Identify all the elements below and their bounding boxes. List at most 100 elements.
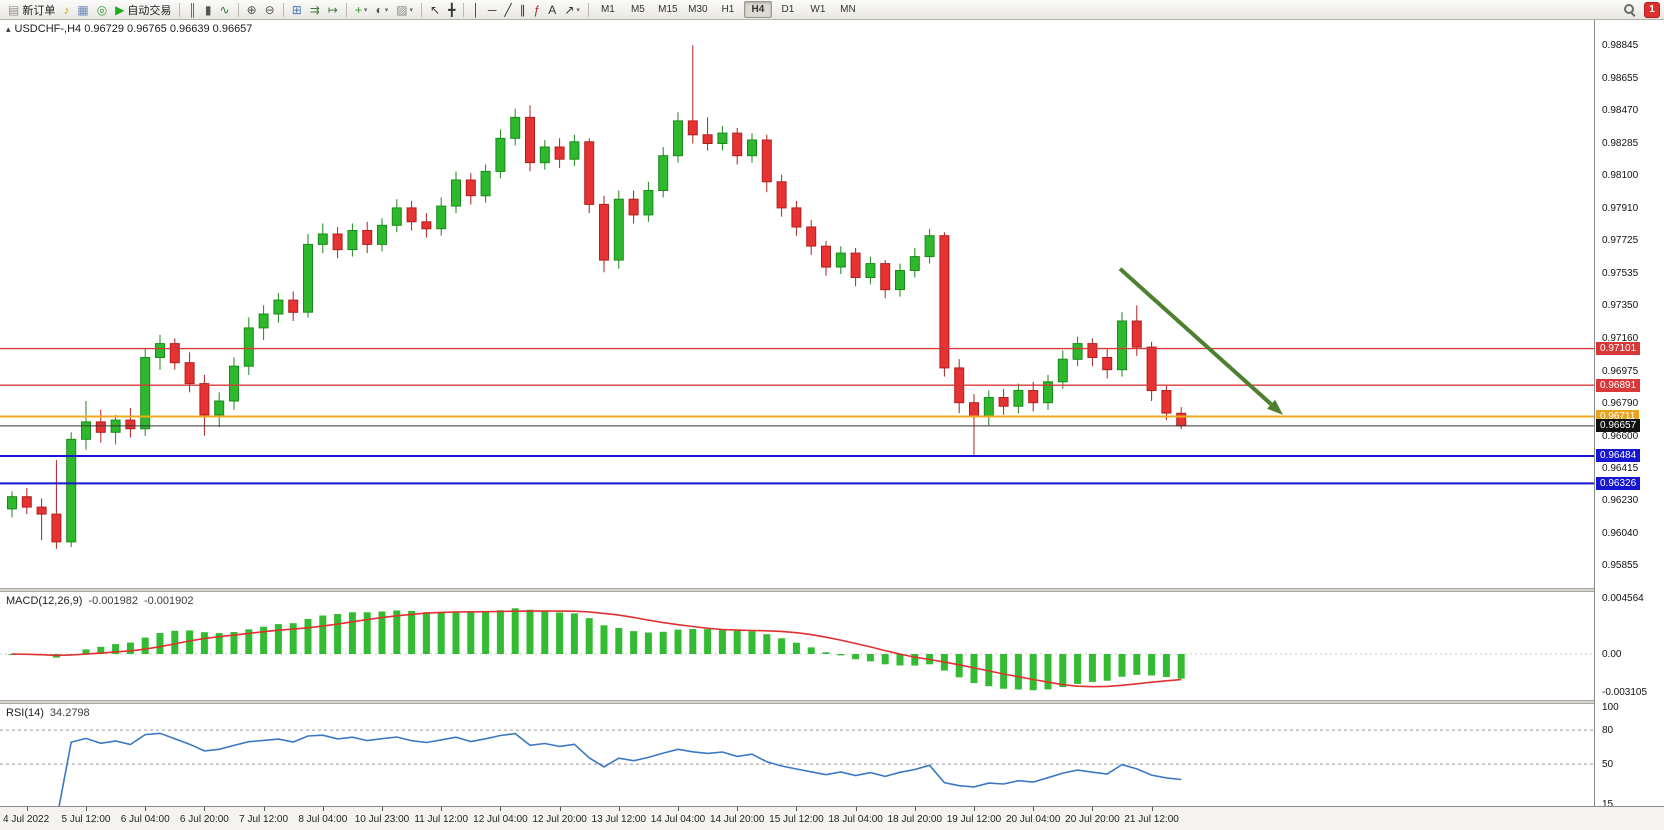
channel-icon[interactable]: ∥ <box>517 1 529 18</box>
toolbar-separator <box>587 2 589 17</box>
time-axis-label: 10 Jul 23:00 <box>354 814 410 825</box>
timeframe-h4[interactable]: H4 <box>743 1 772 18</box>
sound-alert-glyph: ♪ <box>63 2 70 17</box>
macd-value-main: -0.001982 <box>88 595 138 607</box>
price-tag: 0.96657 <box>1596 419 1641 433</box>
bar-chart-glyph: ║ <box>188 2 197 17</box>
chart-window: ▴ USDCHF-,H4 0.96729 0.96765 0.96639 0.96… <box>0 20 1664 830</box>
time-tick <box>618 807 620 811</box>
zoom-out-glyph: ⊖ <box>264 2 275 17</box>
rsi-axis-label: 80 <box>1602 725 1614 737</box>
time-tick <box>1151 807 1153 811</box>
macd-pane[interactable]: MACD(12,26,9) -0.001982 -0.001902 <box>0 592 1594 700</box>
zoom-in-icon[interactable]: ⊕ <box>244 1 260 18</box>
timeframe-h1[interactable]: H1 <box>721 4 735 15</box>
timeframe-mn[interactable]: MN <box>840 4 856 15</box>
timeframe-w1[interactable]: W1 <box>810 4 826 15</box>
search-icon[interactable] <box>1623 3 1636 16</box>
time-axis-label: 19 Jul 12:00 <box>946 814 1002 825</box>
sound-alert-icon[interactable]: ♪ <box>60 1 72 18</box>
new-order-button-label: 新订单 <box>22 4 56 17</box>
tile-windows-glyph: ⊞ <box>291 2 302 17</box>
timeframe-m5[interactable]: M5 <box>630 4 645 15</box>
rsi-axis-label: 50 <box>1602 759 1614 771</box>
fibonacci-icon[interactable]: ƒ <box>531 1 544 18</box>
main-chart-pane[interactable]: ▴ USDCHF-,H4 0.96729 0.96765 0.96639 0.96… <box>0 20 1594 588</box>
indicators-icon[interactable]: + ▾ <box>352 1 371 18</box>
macd-axis-label: 0.00 <box>1602 649 1622 660</box>
price-axis-label: 0.96600 <box>1602 430 1639 442</box>
rsi-pane[interactable]: RSI(14) 34.2798 <box>0 704 1594 806</box>
vertical-line-icon[interactable]: │ <box>469 1 483 18</box>
autotrading-button[interactable]: ▶ 自动交易 <box>112 1 174 18</box>
candlestick-chart <box>0 45 1594 549</box>
price-axis-label: 0.96790 <box>1602 397 1639 409</box>
time-axis-label: 18 Jul 04:00 <box>828 814 883 825</box>
crosshair-icon[interactable]: ╋ <box>445 1 458 18</box>
timeframe-d1[interactable]: D1 <box>781 4 795 15</box>
price-axis-label: 0.95855 <box>1602 560 1639 572</box>
time-axis-label: 6 Jul 04:00 <box>120 814 170 825</box>
price-axis-label: 0.97350 <box>1602 300 1639 312</box>
price-axis[interactable]: 0.98845 0.98655 0.98470 0.98285 0.98100 0.979… <box>1594 20 1664 810</box>
time-axis-label: 14 Jul 20:00 <box>709 814 765 825</box>
pane-divider-macd[interactable] <box>0 588 1664 592</box>
rsi-label: RSI(14) 34.2798 <box>6 707 90 719</box>
new-order-button[interactable]: ▤ 新订单 <box>5 1 58 18</box>
fibonacci-glyph: ƒ <box>533 2 541 17</box>
rsi-value: 34.2798 <box>49 707 90 719</box>
timeframe-m15[interactable]: M15 <box>658 4 678 15</box>
one-click-collapse-icon[interactable]: ▴ <box>6 24 11 34</box>
text-icon[interactable]: A <box>545 1 559 18</box>
macd-chart <box>0 608 1594 691</box>
arrows-icon[interactable]: ↗ ▾ <box>561 1 583 18</box>
horizontal-line-icon[interactable]: ─ <box>485 1 500 18</box>
time-axis-label: 12 Jul 20:00 <box>532 814 587 825</box>
time-axis-label: 12 Jul 04:00 <box>473 814 528 825</box>
periods-icon[interactable]: ◐ ▾ <box>372 1 391 18</box>
macd-axis-label: -0.003105 <box>1602 687 1648 699</box>
navigator-icon[interactable]: ◎ <box>94 1 110 18</box>
chart-window-icon[interactable]: ▦ <box>74 1 91 18</box>
timeframe-m1[interactable]: M1 <box>600 4 615 15</box>
trendline-glyph: ╱ <box>504 2 512 17</box>
pane-divider-rsi[interactable] <box>0 700 1664 704</box>
chart-shift-icon[interactable]: ↦ <box>325 1 341 18</box>
toolbar-separator <box>421 2 423 17</box>
rsi-chart <box>0 729 1594 806</box>
new-order-glyph: ▤ <box>8 2 20 17</box>
candlestick-chart-icon[interactable]: ▮ <box>202 1 215 18</box>
crosshair-glyph: ╋ <box>448 2 456 17</box>
chart-window-glyph: ▦ <box>77 2 89 17</box>
rsi-axis-label: 15 <box>1602 798 1614 810</box>
macd-name: MACD(12,26,9) <box>6 595 83 607</box>
trendline-icon[interactable]: ╱ <box>501 1 514 18</box>
time-tick <box>26 807 28 811</box>
time-axis-label: 11 Jul 12:00 <box>414 814 469 825</box>
auto-scroll-icon[interactable]: ⇉ <box>307 1 323 18</box>
time-axis-label: 4 Jul 2022 <box>3 814 50 825</box>
macd-label: MACD(12,26,9) -0.001982 -0.001902 <box>6 595 194 607</box>
line-chart-icon[interactable]: ∿ <box>217 1 233 18</box>
price-tag: 0.96484 <box>1596 449 1641 463</box>
price-axis-label: 0.96040 <box>1602 528 1639 540</box>
toolbar-right: 1 <box>1623 1 1664 18</box>
bar-chart-icon[interactable]: ║ <box>185 1 200 18</box>
toolbar-separator <box>345 2 347 17</box>
time-axis[interactable]: 4 Jul 2022 5 Jul 12:00 6 Jul 04:00 6 Jul 20… <box>0 806 1664 830</box>
zoom-out-icon[interactable]: ⊖ <box>262 1 278 18</box>
autotrading-glyph: ▶ <box>115 2 125 17</box>
templates-icon[interactable]: ▨ ▾ <box>393 1 416 18</box>
tile-windows-icon[interactable]: ⊞ <box>289 1 305 18</box>
cursor-icon[interactable]: ↖ <box>427 1 443 18</box>
time-tick <box>263 807 265 811</box>
horizontal-line-glyph: ─ <box>487 2 497 17</box>
timeframe-m30[interactable]: M30 <box>688 4 708 15</box>
toolbar-separator <box>179 2 181 17</box>
price-axis-label: 0.98470 <box>1602 105 1639 117</box>
templates-glyph: ▨ <box>396 2 408 17</box>
autotrading-button-label: 自动交易 <box>127 4 172 17</box>
time-axis-label: 5 Jul 12:00 <box>61 814 111 825</box>
cursor-glyph: ↖ <box>430 2 441 17</box>
notification-badge[interactable]: 1 <box>1644 1 1660 18</box>
